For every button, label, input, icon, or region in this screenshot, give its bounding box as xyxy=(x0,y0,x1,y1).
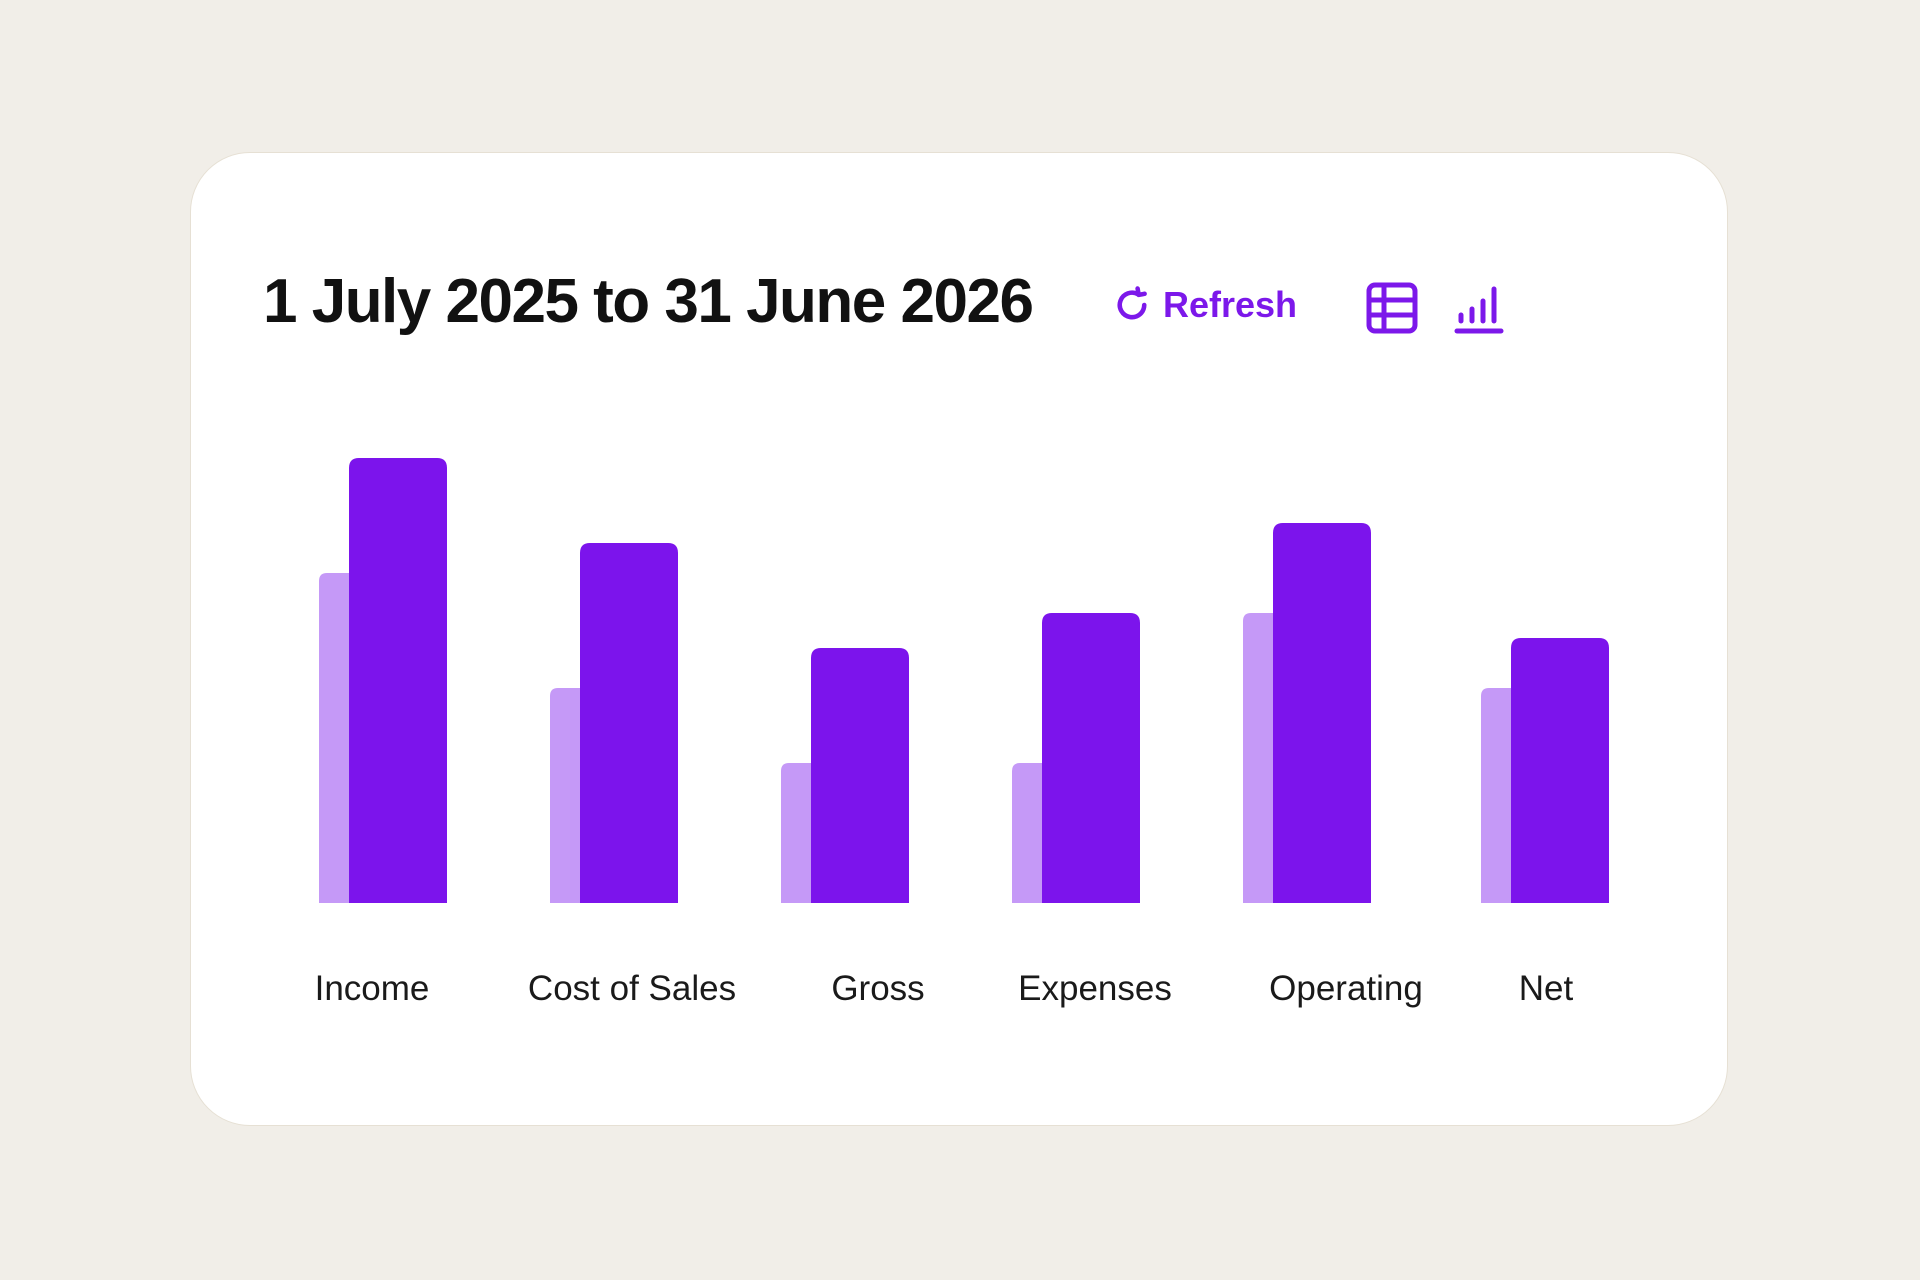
page-title: 1 July 2025 to 31 June 2026 xyxy=(263,267,1034,336)
category-label: Operating xyxy=(1269,969,1423,1008)
bar-current-net xyxy=(1511,638,1609,903)
bar-current-cost-of-sales xyxy=(580,543,678,903)
chart-view-button[interactable] xyxy=(1453,281,1507,335)
bar-chart: Income Cost of Sales Gross Expenses Operatin… xyxy=(315,458,1609,1008)
refresh-icon xyxy=(1117,286,1147,320)
table-icon xyxy=(1366,282,1418,334)
bar-current-income xyxy=(349,458,447,903)
bar-current-operating xyxy=(1273,523,1371,903)
table-view-button[interactable] xyxy=(1365,281,1419,335)
bar-chart-icon xyxy=(1454,286,1504,334)
bar-current-expenses xyxy=(1042,613,1140,903)
category-label: Income xyxy=(315,969,430,1008)
bar-current-gross xyxy=(811,648,909,903)
category-label: Gross xyxy=(831,969,924,1008)
category-label: Expenses xyxy=(1018,969,1172,1008)
refresh-label: Refresh xyxy=(1163,284,1298,325)
refresh-button[interactable]: Refresh xyxy=(1111,284,1297,326)
category-label: Net xyxy=(1519,969,1574,1008)
category-label: Cost of Sales xyxy=(528,969,736,1008)
report-card: 1 July 2025 to 31 June 2026 Refresh Inco… xyxy=(190,152,1728,1126)
